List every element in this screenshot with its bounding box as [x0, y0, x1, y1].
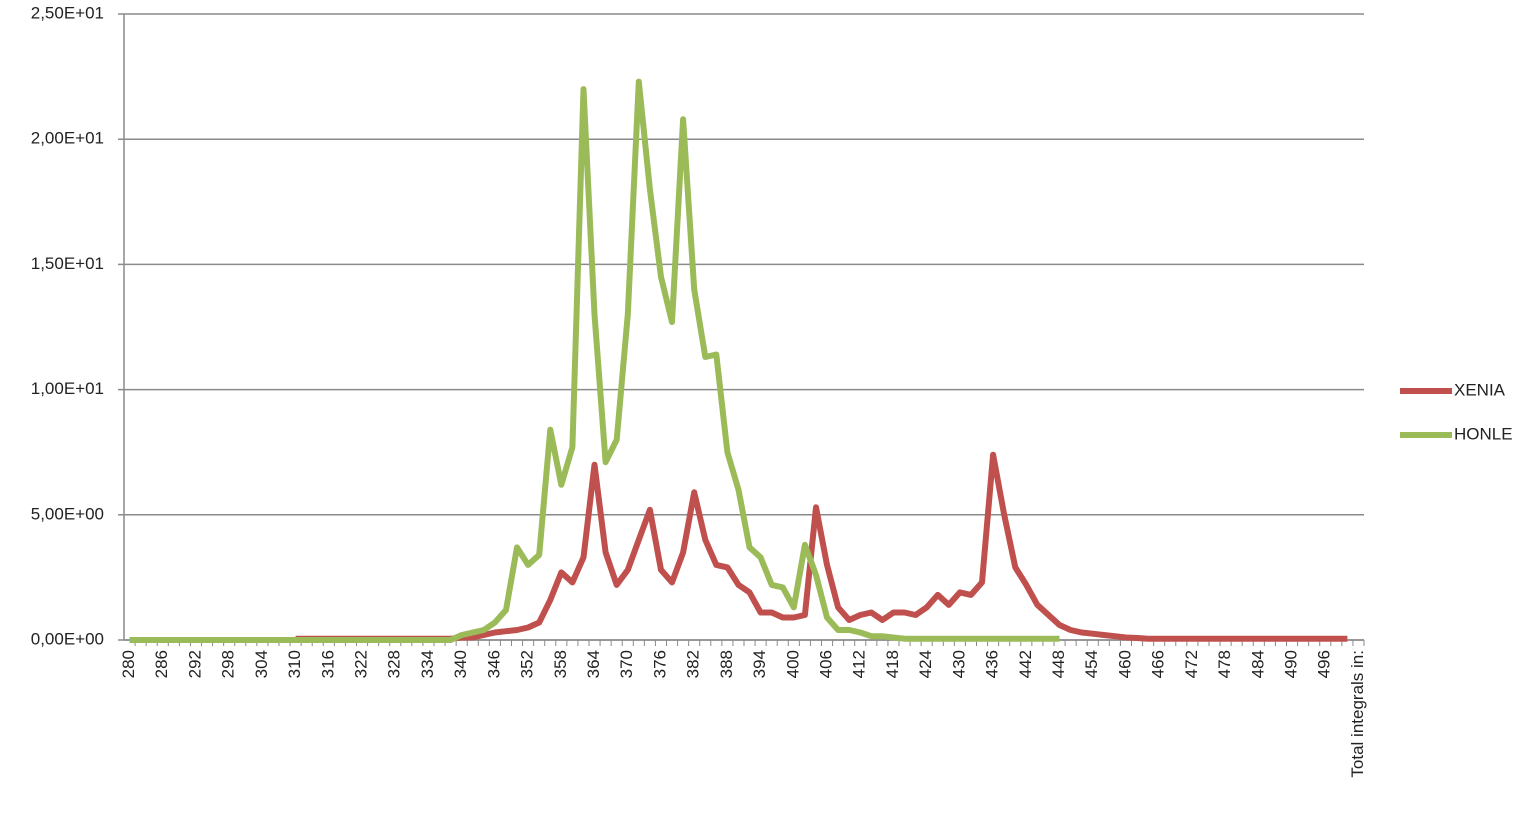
x-tick-label: 376	[650, 650, 669, 678]
y-tick-label: 1,00E+01	[31, 379, 104, 398]
x-tick-label: 322	[352, 650, 371, 678]
x-tick-label: 478	[1215, 650, 1234, 678]
y-tick-label: 1,50E+01	[31, 254, 104, 273]
x-tick-label: Total integrals in:	[1348, 650, 1367, 778]
y-tick-label: 2,50E+01	[31, 3, 104, 22]
y-tick-label: 2,00E+01	[31, 129, 104, 148]
x-tick-label: 280	[119, 650, 138, 678]
legend-label: HONLE	[1454, 424, 1513, 443]
series-line	[295, 451, 1348, 642]
x-tick-label: 490	[1282, 650, 1301, 678]
x-tick-label: 382	[684, 650, 703, 678]
x-tick-label: 484	[1248, 650, 1267, 678]
x-tick-label: 406	[817, 650, 836, 678]
x-tick-label: 460	[1115, 650, 1134, 678]
x-tick-label: 430	[949, 650, 968, 678]
x-tick-label: 418	[883, 650, 902, 678]
x-tick-label: 352	[518, 650, 537, 678]
legend-label: XENIA	[1454, 380, 1506, 399]
x-tick-label: 496	[1315, 650, 1334, 678]
x-tick-label: 466	[1149, 650, 1168, 678]
x-tick-label: 316	[318, 650, 337, 678]
x-tick-label: 304	[252, 650, 271, 678]
x-tick-label: 472	[1182, 650, 1201, 678]
x-tick-label: 358	[551, 650, 570, 678]
x-tick-label: 346	[484, 650, 503, 678]
x-tick-label: 388	[717, 650, 736, 678]
x-tick-label: 286	[152, 650, 171, 678]
x-tick-label: 454	[1082, 650, 1101, 678]
x-tick-label: 310	[285, 650, 304, 678]
x-tick-label: 334	[418, 650, 437, 678]
x-tick-label: 412	[850, 650, 869, 678]
series-line	[129, 78, 1060, 643]
x-tick-label: 436	[983, 650, 1002, 678]
x-tick-label: 394	[750, 650, 769, 678]
x-tick-label: 292	[185, 650, 204, 678]
x-tick-label: 400	[783, 650, 802, 678]
x-tick-label: 442	[1016, 650, 1035, 678]
x-tick-label: 298	[219, 650, 238, 678]
y-tick-label: 5,00E+00	[31, 504, 104, 523]
x-tick-label: 448	[1049, 650, 1068, 678]
x-tick-label: 424	[916, 650, 935, 678]
x-tick-label: 370	[617, 650, 636, 678]
x-tick-label: 340	[451, 650, 470, 678]
x-tick-label: 364	[584, 650, 603, 678]
y-tick-label: 0,00E+00	[31, 629, 104, 648]
x-tick-label: 328	[385, 650, 404, 678]
